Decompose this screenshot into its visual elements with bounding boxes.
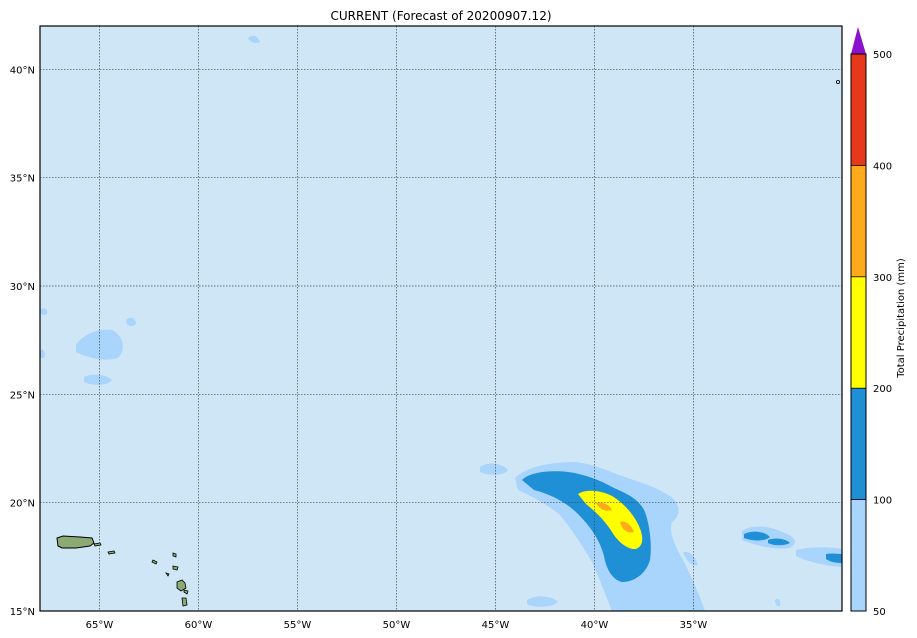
colorbar-overflow-arrow	[851, 27, 866, 54]
puerto-rico-island	[56, 535, 95, 549]
precip-area-nw-3	[126, 317, 136, 327]
colorbar-tick-label: 400	[873, 161, 892, 172]
precip-area-main-system-mid	[522, 471, 651, 582]
colorbar-frame	[850, 53, 867, 612]
latitude-tick-label: 25°N	[10, 390, 35, 401]
island-2	[151, 559, 158, 565]
precip-area-east-mid-2	[768, 538, 790, 546]
longitude-tick-label: 50°W	[383, 620, 411, 631]
precip-area-east-mid-1	[744, 531, 770, 541]
colorbar-band	[851, 388, 866, 500]
longitude-tick-label: 55°W	[284, 620, 312, 631]
precip-band-100-200-areas	[522, 471, 842, 582]
precip-area-south-2	[775, 598, 781, 607]
latitude-tick-label: 35°N	[10, 174, 35, 185]
precip-band-200-300-areas	[578, 490, 643, 550]
colorbar-label: Total Precipitation (mm)	[896, 258, 907, 379]
map-panel: 65°W 60°W 55°W 50°W 45°W 40°W 35°W 15°N 20°N 25°…	[10, 25, 843, 631]
precip-area-east-mid-3	[826, 553, 842, 563]
precipitation-contours	[40, 35, 842, 611]
colorbar-tick-label: 100	[873, 496, 892, 507]
precip-area-east-3	[683, 551, 698, 566]
colorbar-band	[851, 499, 866, 611]
island-5	[165, 572, 170, 577]
map-frame	[39, 25, 843, 612]
island-3	[172, 552, 177, 558]
longitude-tick-label: 60°W	[185, 620, 213, 631]
longitude-tick-label: 35°W	[680, 620, 708, 631]
latitude-tick-labels: 15°N 20°N 25°N 30°N 35°N 40°N	[10, 65, 35, 618]
latitude-tick-label: 20°N	[10, 499, 35, 510]
colorbar-band	[851, 165, 866, 277]
map-title: CURRENT (Forecast of 20200907.12)	[330, 9, 551, 23]
latitude-tick-label: 40°N	[10, 65, 35, 76]
island-virgin	[107, 550, 116, 555]
precip-area-small-west	[480, 463, 508, 475]
longitude-tick-label: 65°W	[86, 620, 114, 631]
precip-band-300-400-areas	[596, 502, 634, 533]
precip-area-nw-2	[84, 374, 112, 385]
precip-area-nw-4	[40, 308, 48, 315]
colorbar-band	[851, 54, 866, 166]
colorbar-band	[851, 276, 866, 389]
colorbar: 50 100 200 300 400 500 Total Precipitation (m…	[850, 27, 907, 618]
colorbar-tick-label: 50	[873, 607, 886, 618]
precip-area-main-peak-1	[596, 502, 612, 511]
longitude-tick-labels: 65°W 60°W 55°W 50°W 45°W 40°W 35°W	[86, 620, 708, 631]
ocean-background	[40, 26, 842, 611]
precip-area-north	[248, 35, 260, 43]
island-4	[172, 565, 179, 571]
graticule	[40, 26, 842, 611]
precip-area-main-system-core	[578, 490, 643, 550]
island-1	[93, 542, 102, 547]
precip-area-nw-5	[40, 349, 45, 358]
island-azores	[836, 80, 841, 85]
colorbar-tick-label: 300	[873, 273, 892, 284]
colorbar-bands	[851, 54, 866, 611]
island-6	[183, 589, 189, 595]
longitude-tick-label: 45°W	[482, 620, 510, 631]
latitude-tick-label: 15°N	[10, 607, 35, 618]
longitude-tick-label: 40°W	[581, 620, 609, 631]
precip-area-east-2	[796, 547, 842, 567]
land-features	[56, 80, 841, 607]
colorbar-tick-labels: 50 100 200 300 400 500	[851, 50, 892, 618]
precip-area-south	[527, 596, 558, 607]
island-dominica	[181, 597, 188, 607]
precip-area-main-peak-2	[620, 521, 634, 533]
colorbar-tick-label: 200	[873, 384, 892, 395]
latitude-tick-label: 30°N	[10, 282, 35, 293]
colorbar-tick-label: 500	[873, 50, 892, 61]
island-guadeloupe	[176, 579, 187, 592]
